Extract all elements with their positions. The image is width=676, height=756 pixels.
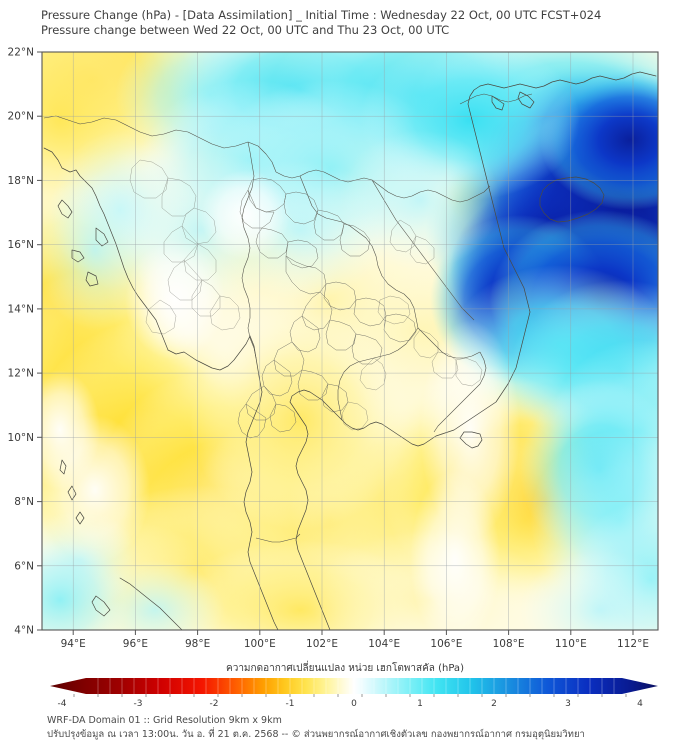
ytick-label-4n: 4°N xyxy=(14,625,34,637)
xtick-label-108e: 108°E xyxy=(493,638,525,650)
ytick-label-22n: 22°N xyxy=(8,47,34,59)
colorbar-tick-3: 3 xyxy=(565,699,571,709)
footer-credit: ปรับปรุงข้อมูล ณ เวลา 13:00น. วัน อ. ที่… xyxy=(47,729,585,740)
map-gridlines xyxy=(42,52,658,630)
pressure-change-map[interactable]: 94°E 96°E 98°E 100°E 102°E 104°E 106°E 1… xyxy=(0,0,676,712)
ytick-label-12n: 12°N xyxy=(8,368,34,380)
xtick-label-110e: 110°E xyxy=(555,638,587,650)
y-axis: 4°N 6°N 8°N 10°N 12°N 14°N 16°N 18°N 20°… xyxy=(8,47,42,637)
xtick-label-106e: 106°E xyxy=(430,638,462,650)
ytick-label-20n: 20°N xyxy=(8,111,34,123)
colorbar-tick-1: 1 xyxy=(417,699,423,709)
colorbar-tick--2: -2 xyxy=(210,699,219,709)
ytick-label-10n: 10°N xyxy=(8,432,34,444)
ytick-label-14n: 14°N xyxy=(8,303,34,315)
xtick-label-98e: 98°E xyxy=(185,638,210,650)
ytick-label-18n: 18°N xyxy=(8,175,34,187)
footer-block: WRF-DA Domain 01 :: Grid Resolution 9km … xyxy=(47,714,667,742)
colorbar[interactable]: ความกดอากาศเปลี่ยนแปลง หน่วย เฮกโตพาสคัล… xyxy=(50,660,658,709)
colorbar-tick-4: 4 xyxy=(637,699,643,709)
page-subtitle: Pressure change between Wed 22 Oct, 00 U… xyxy=(41,23,450,37)
page-title: Pressure Change (hPa) - [Data Assimilati… xyxy=(41,8,602,22)
colorbar-segments xyxy=(97,678,615,694)
colorbar-title: ความกดอากาศเปลี่ยนแปลง หน่วย เฮกโตพาสคัล… xyxy=(226,660,464,674)
xtick-label-112e: 112°E xyxy=(617,638,649,650)
colorbar-tick--4: -4 xyxy=(58,699,67,709)
xtick-label-100e: 100°E xyxy=(244,638,276,650)
map-outlines xyxy=(42,52,658,630)
colorbar-tick-2: 2 xyxy=(491,699,497,709)
x-axis: 94°E 96°E 98°E 100°E 102°E 104°E 106°E 1… xyxy=(61,630,649,650)
colorbar-minor-ticks xyxy=(73,694,627,697)
xtick-label-94e: 94°E xyxy=(61,638,86,650)
ytick-label-16n: 16°N xyxy=(8,239,34,251)
xtick-label-102e: 102°E xyxy=(306,638,338,650)
xtick-label-104e: 104°E xyxy=(368,638,400,650)
colorbar-tick-0: 0 xyxy=(351,699,357,709)
ytick-label-8n: 8°N xyxy=(14,496,34,508)
map-frame xyxy=(41,51,659,631)
ytick-label-6n: 6°N xyxy=(14,560,34,572)
pressure-field xyxy=(42,52,658,630)
footer-domain-info: WRF-DA Domain 01 :: Grid Resolution 9km … xyxy=(47,715,282,726)
colorbar-tick--1: -1 xyxy=(286,699,295,709)
chart-title-block: Pressure Change (hPa) - [Data Assimilati… xyxy=(41,8,661,38)
colorbar-gradient[interactable] xyxy=(50,678,658,694)
colorbar-tick--3: -3 xyxy=(134,699,143,709)
xtick-label-96e: 96°E xyxy=(123,638,148,650)
